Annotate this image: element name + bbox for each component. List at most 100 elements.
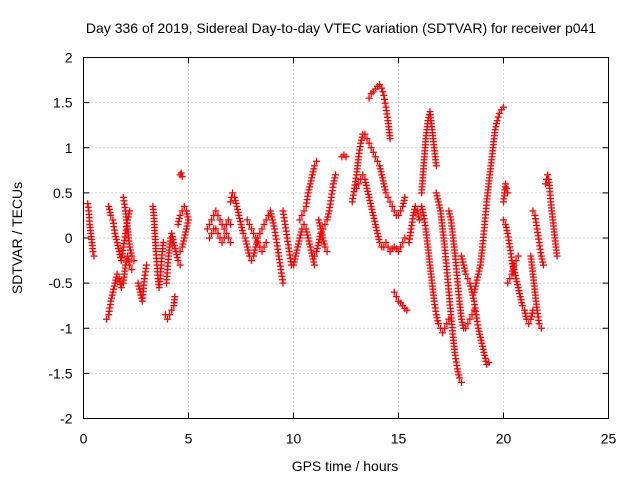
data-point [353,184,360,192]
series-arc33 [458,252,493,368]
data-point [378,171,386,179]
data-point [181,231,189,239]
data-point [222,229,230,237]
data-point [256,229,264,237]
data-point [290,258,298,266]
series-arc9 [176,169,186,181]
data-point [432,189,440,197]
data-point [453,365,461,373]
data-point [304,189,312,197]
data-point [434,317,442,325]
data-point [173,254,181,262]
data-point [317,225,325,233]
data-point [227,198,234,206]
y-tick-label: 0.5 [53,185,73,201]
data-point [175,217,183,225]
data-point [143,261,150,269]
data-point [458,255,466,263]
data-point [474,324,482,332]
data-point [514,284,522,292]
data-point [464,275,472,283]
x-tick-label: 5 [185,431,193,447]
data-point [171,293,179,301]
data-point [459,258,467,266]
data-point [491,126,499,134]
data-point [537,252,545,260]
data-point [517,296,525,304]
data-point [304,231,311,239]
data-point [320,240,328,248]
data-point [471,285,479,293]
data-point [292,252,300,260]
data-point [508,270,516,278]
data-point [502,223,510,231]
data-point [171,245,179,253]
data-point [176,261,184,269]
data-point [305,237,313,245]
data-point [321,220,329,228]
data-point [445,207,453,215]
data-point [180,237,188,245]
data-point [183,210,191,218]
data-point [410,208,418,216]
data-point [514,252,522,260]
data-point [355,180,363,188]
data-point [298,211,306,219]
data-point [527,315,535,323]
data-point [494,113,502,121]
series-arc6 [149,202,167,292]
data-point [492,123,500,131]
data-point [473,276,481,284]
data-point [515,287,523,295]
data-point [111,229,119,237]
series-arc18 [290,220,318,269]
data-point [231,196,239,204]
data-point [401,193,409,201]
data-point [254,239,262,247]
y-tick-label: 2 [65,50,73,66]
data-point [126,261,134,269]
data-point [374,229,381,237]
data-point [366,196,374,204]
data-point [436,204,444,212]
x-tick-label: 10 [286,431,302,447]
data-point [460,264,468,272]
data-point [364,187,372,195]
series-arc7 [161,293,179,323]
data-point [381,95,388,103]
data-point [175,214,183,222]
data-point [324,213,332,221]
data-point [128,266,136,274]
data-point [180,234,188,242]
data-point [502,180,510,188]
data-point [525,320,533,328]
data-point [176,248,184,256]
data-point [470,288,478,296]
data-point [306,183,314,191]
data-point [128,252,136,260]
data-point [381,186,389,194]
data-point [258,248,266,256]
data-point [359,171,367,179]
data-point [364,190,372,198]
data-point [386,198,394,206]
data-point [206,234,213,242]
series-arc24 [353,171,388,251]
data-point [291,255,299,263]
data-point [270,222,278,230]
data-point [472,282,479,290]
series-arc5 [134,261,150,305]
data-point [518,302,526,310]
data-point [232,199,240,207]
data-point [127,249,135,257]
series-arc32 [445,207,478,332]
data-point [528,312,535,320]
data-point [433,314,441,322]
data-point [166,311,174,319]
data-point [159,239,167,247]
data-point [506,275,514,283]
data-point [446,213,454,221]
data-point [241,234,249,242]
data-point [105,205,113,213]
data-point [361,175,369,183]
